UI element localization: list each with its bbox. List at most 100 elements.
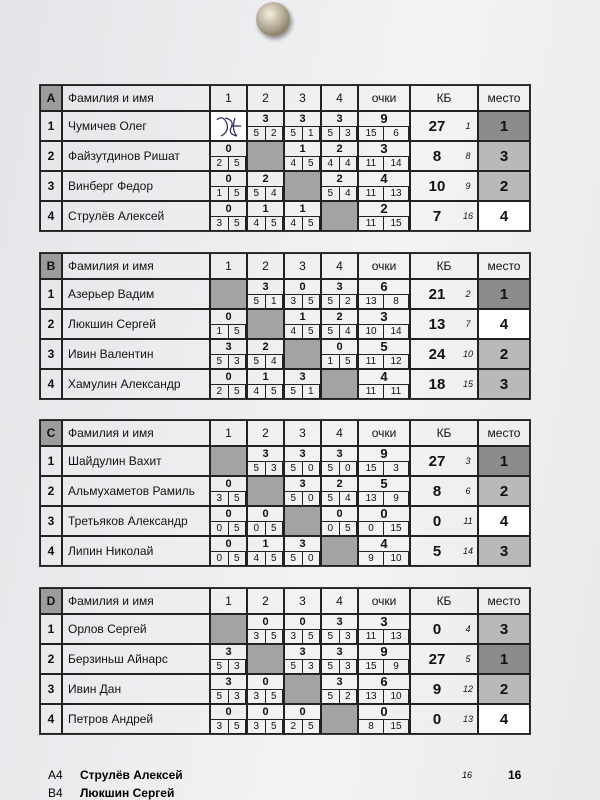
self-cell: [210, 446, 247, 476]
score-b: 14: [383, 156, 409, 171]
score-top: 0: [225, 143, 232, 155]
header-name: Фамилия и имя: [62, 588, 210, 614]
score-b: 5: [227, 521, 246, 536]
score-a: 5: [321, 491, 340, 506]
points-cell: 6 13 8: [358, 279, 410, 309]
score-a: 5: [321, 186, 340, 201]
group-letter: D: [40, 588, 62, 614]
place-cell: 2: [478, 476, 530, 506]
score-b: 15: [383, 719, 409, 734]
points-cell: 3 11 14: [358, 141, 410, 171]
kb-value: 9: [432, 681, 442, 698]
score-a: 5: [284, 384, 303, 399]
place-cell: 1: [478, 446, 530, 476]
score-b: 3: [338, 126, 357, 141]
seed-value: 16: [462, 211, 473, 221]
self-cell: [284, 171, 321, 201]
self-cell: [321, 369, 358, 399]
score-a: 5: [321, 629, 340, 644]
kb-value: 27: [428, 118, 446, 135]
score-top: 3: [336, 646, 343, 658]
row-number: 3: [40, 339, 62, 369]
header-col: 4: [321, 420, 358, 446]
score-a: 5: [247, 294, 266, 309]
points-cell: 0 8 15: [358, 704, 410, 734]
score-a: 5: [284, 126, 303, 141]
score-a: 1: [210, 324, 229, 339]
score-top: 3: [299, 371, 306, 383]
score-a: 3: [210, 216, 229, 231]
score-a: 3: [210, 719, 229, 734]
row-number: 1: [40, 279, 62, 309]
player-name: Ивин Валентин: [62, 339, 210, 369]
kb-cell: 27 3: [410, 446, 478, 476]
score-top: 3: [299, 478, 306, 490]
header-col: 2: [247, 85, 284, 111]
signature: [216, 117, 241, 137]
seed-value: 5: [465, 654, 471, 664]
row-number: 3: [40, 506, 62, 536]
score-a: 3: [247, 689, 266, 704]
self-cell: [321, 536, 358, 566]
score-b: 5: [227, 551, 246, 566]
score-a: 5: [247, 186, 266, 201]
row-number: 4: [40, 536, 62, 566]
score-top: 0: [380, 704, 388, 719]
score-top: 2: [336, 143, 343, 155]
header-kb: КБ: [410, 588, 478, 614]
seed-value: 9: [465, 181, 471, 191]
kb-cell: 21 2: [410, 279, 478, 309]
header-kb: КБ: [410, 85, 478, 111]
score-a: 11: [358, 384, 384, 399]
score-top: 4: [380, 536, 388, 551]
score-a: 5: [321, 659, 340, 674]
kb-value: 27: [428, 453, 446, 470]
score-top: 0: [225, 508, 232, 520]
self-cell: [321, 201, 358, 231]
points-cell: 4 11 13: [358, 171, 410, 201]
score-top: 6: [380, 674, 388, 689]
score-top: 0: [299, 706, 306, 718]
row-number: 2: [40, 644, 62, 674]
kb-cell: 18 15: [410, 369, 478, 399]
score-top: 1: [299, 311, 306, 323]
score-a: 5: [321, 294, 340, 309]
score-top: 0: [225, 311, 232, 323]
header-col: 1: [210, 588, 247, 614]
score-a: 5: [321, 689, 340, 704]
player-name: Хамулин Александр: [62, 369, 210, 399]
score-top: 1: [262, 371, 269, 383]
kb-value: 5: [432, 543, 442, 560]
player-name: Азерьер Вадим: [62, 279, 210, 309]
score-a: 11: [358, 629, 384, 644]
score-b: 0: [301, 461, 320, 476]
score-a: 5: [321, 324, 340, 339]
header-col: 2: [247, 588, 284, 614]
self-cell: [210, 111, 247, 141]
points-cell: 9 15 3: [358, 446, 410, 476]
group-letter: A: [40, 85, 62, 111]
header-place: место: [478, 420, 530, 446]
player-name: Орлов Сергей: [62, 614, 210, 644]
player-name: Липин Николай: [62, 536, 210, 566]
footer-code: B4: [48, 786, 63, 800]
self-cell: [284, 674, 321, 704]
score-top: 0: [262, 616, 269, 628]
score-b: 5: [264, 719, 283, 734]
score-b: 3: [227, 689, 246, 704]
row-number: 3: [40, 674, 62, 704]
self-cell: [247, 141, 284, 171]
header-name: Фамилия и имя: [62, 420, 210, 446]
score-a: 15: [358, 126, 384, 141]
score-b: 3: [227, 354, 246, 369]
